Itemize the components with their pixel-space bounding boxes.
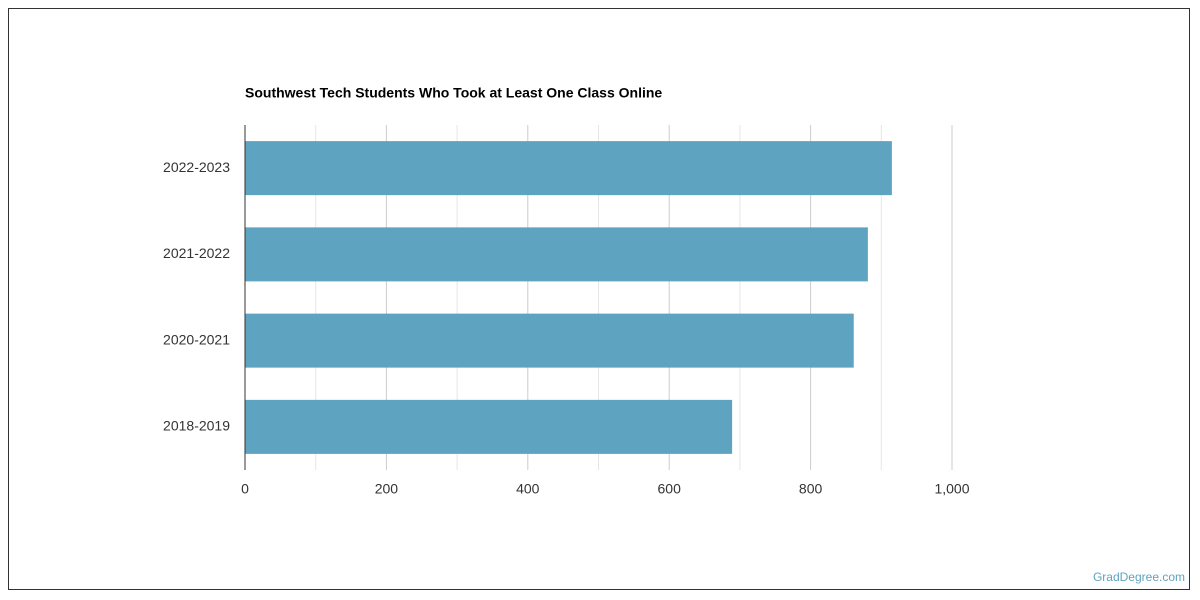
x-tick-label: 1,000	[934, 481, 969, 497]
bar	[245, 227, 868, 282]
watermark[interactable]: GradDegree.com	[1093, 570, 1185, 584]
x-tick-label: 600	[658, 481, 682, 497]
x-tick-label: 200	[375, 481, 399, 497]
x-tick-label: 800	[799, 481, 823, 497]
bar	[245, 313, 854, 368]
x-tick-label: 400	[516, 481, 540, 497]
y-tick-label: 2021-2022	[163, 245, 230, 261]
y-tick-label: 2018-2019	[163, 418, 230, 434]
y-tick-label: 2022-2023	[163, 159, 230, 175]
bar	[245, 399, 733, 454]
bar	[245, 141, 892, 196]
chart-title: Southwest Tech Students Who Took at Leas…	[245, 85, 662, 101]
x-tick-label: 0	[241, 481, 249, 497]
frame	[8, 8, 1190, 590]
y-tick-label: 2020-2021	[163, 331, 230, 347]
